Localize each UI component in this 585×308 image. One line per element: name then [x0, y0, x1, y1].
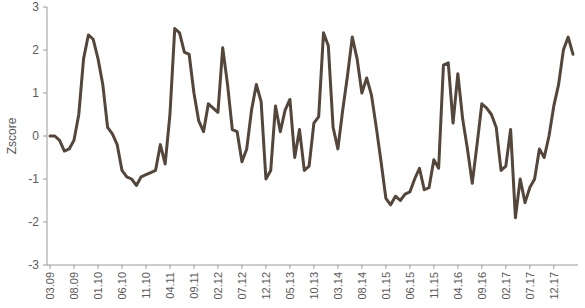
y-tick — [43, 222, 47, 223]
x-tick — [529, 265, 530, 269]
x-tick-label: 01.10 — [92, 272, 104, 300]
x-tick — [217, 265, 218, 269]
x-tick — [97, 265, 98, 269]
y-tick — [43, 136, 47, 137]
x-tick — [265, 265, 266, 269]
x-tick-label: 07.12 — [236, 272, 248, 300]
x-tick-label: 03.14 — [332, 272, 344, 300]
x-tick-label: 12.12 — [260, 272, 272, 300]
x-tick — [457, 265, 458, 269]
x-tick — [50, 265, 51, 269]
x-tick-label: 10.13 — [308, 272, 320, 300]
y-tick — [43, 265, 47, 266]
y-tick-label: -2 — [28, 215, 39, 229]
x-tick — [193, 265, 194, 269]
y-axis-title: Zscore — [5, 117, 19, 154]
x-tick — [289, 265, 290, 269]
x-tick — [145, 265, 146, 269]
x-tick-label: 11.10 — [140, 272, 152, 299]
x-tick — [169, 265, 170, 269]
x-tick-label: 08.14 — [356, 272, 368, 300]
x-tick — [241, 265, 242, 269]
x-tick-label: 04.11 — [164, 272, 176, 299]
x-tick-label: 06.10 — [116, 272, 128, 300]
x-tick — [121, 265, 122, 269]
x-tick — [553, 265, 554, 269]
y-tick-label: 3 — [32, 0, 39, 14]
y-tick — [43, 93, 47, 94]
y-tick-label: -3 — [28, 258, 39, 272]
y-tick — [43, 7, 47, 8]
series-group — [50, 29, 573, 218]
y-tick-label: 0 — [32, 129, 39, 143]
chart: -3 -2 -1 0 1 2 3 Zscore 03.09 08.09 01.10 06.10 11.1… — [0, 0, 585, 308]
x-tick — [433, 265, 434, 269]
x-tick-label: 11.15 — [428, 272, 440, 299]
x-tick-label: 09.16 — [476, 272, 488, 300]
x-tick-label: 05.13 — [284, 272, 296, 300]
x-tick — [481, 265, 482, 269]
x-tick — [73, 265, 74, 269]
x-tick-label: 01.15 — [380, 272, 392, 300]
x-tick-label: 08.09 — [68, 272, 80, 300]
x-tick — [409, 265, 410, 269]
y-tick — [43, 50, 47, 51]
x-tick-label: 12.17 — [548, 272, 560, 300]
x-axis-line — [47, 265, 578, 266]
x-tick-label: 02.17 — [500, 272, 512, 300]
y-tick-label: 2 — [32, 43, 39, 57]
x-tick-label: 09.11 — [188, 272, 200, 299]
x-tick-label: 07.17 — [524, 272, 536, 300]
y-tick-label: -1 — [28, 172, 39, 186]
x-tick — [361, 265, 362, 269]
x-tick — [505, 265, 506, 269]
x-tick — [337, 265, 338, 269]
x-tick-label: 04.16 — [452, 272, 464, 300]
x-tick-label: 06.15 — [404, 272, 416, 300]
line-series — [50, 29, 573, 218]
x-tick — [385, 265, 386, 269]
y-tick-label: 1 — [32, 86, 39, 100]
y-tick — [43, 179, 47, 180]
x-tick-label: 02.12 — [212, 272, 224, 300]
x-tick — [313, 265, 314, 269]
x-tick-label: 03.09 — [44, 272, 56, 300]
